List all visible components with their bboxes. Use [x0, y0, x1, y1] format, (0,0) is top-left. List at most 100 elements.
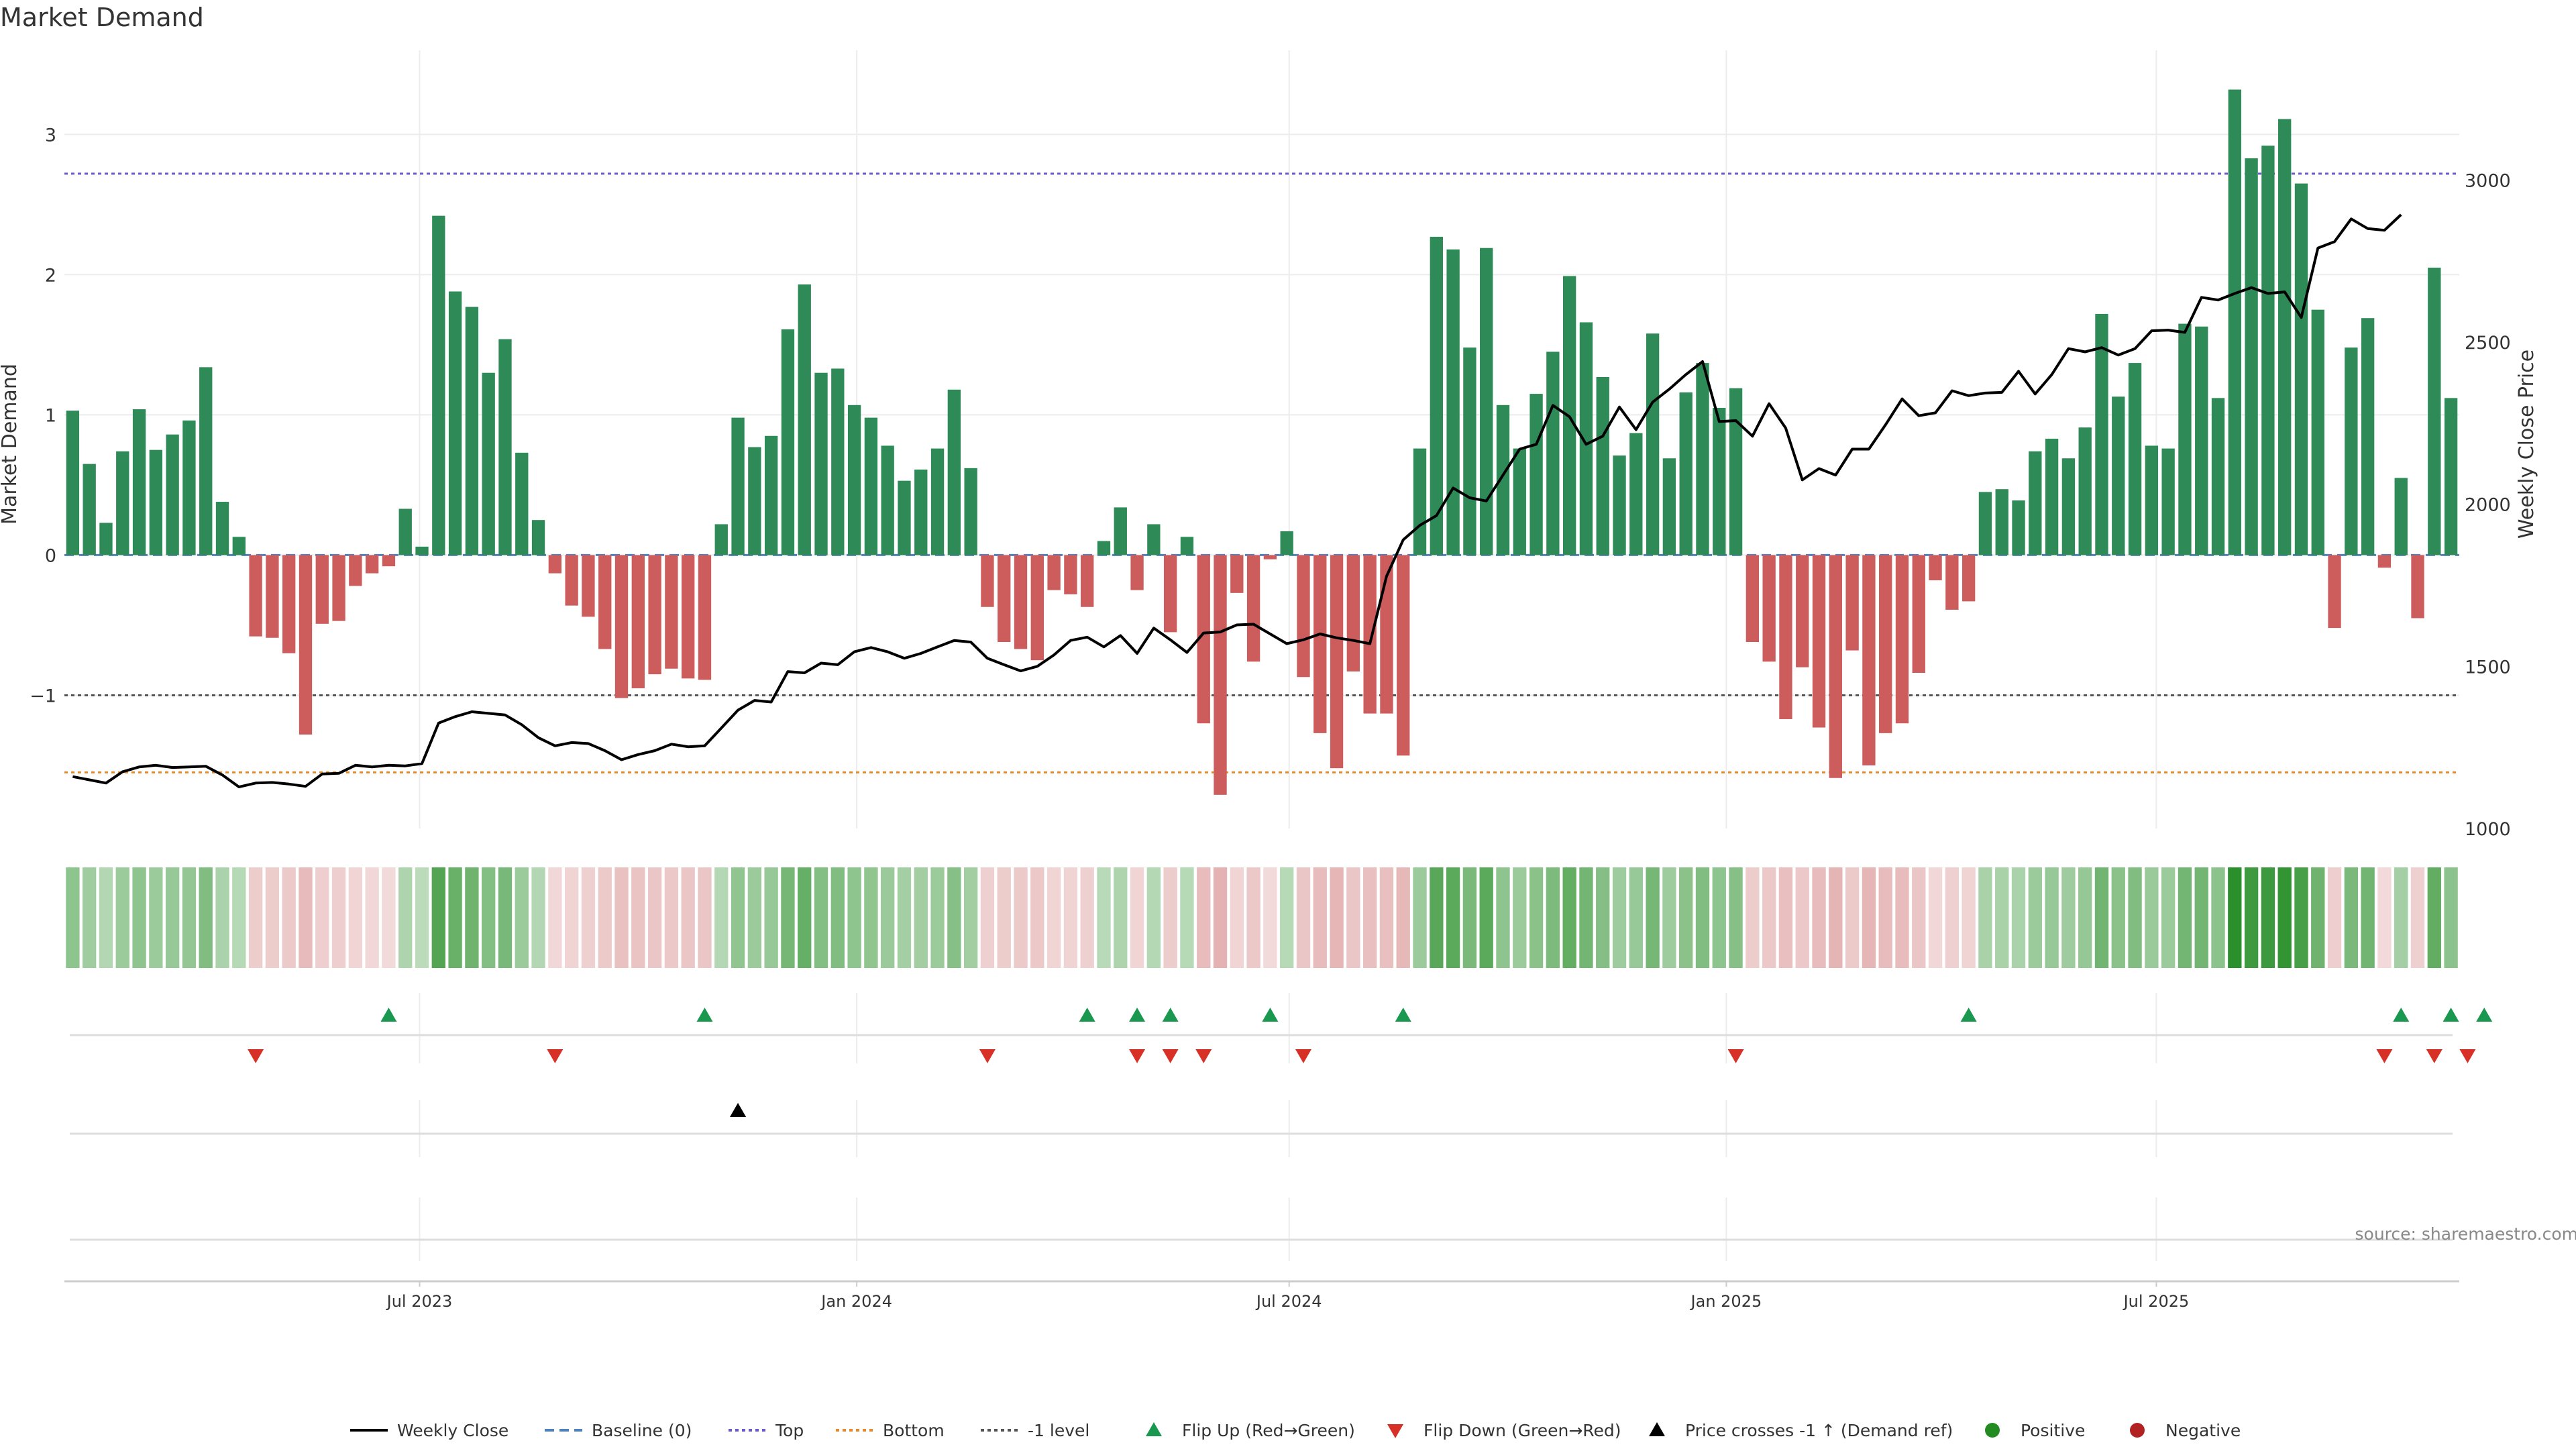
heat-cell	[2361, 867, 2375, 968]
demand-bar	[365, 555, 379, 574]
demand-bar	[1862, 555, 1876, 765]
demand-bar	[748, 447, 761, 555]
heat-cell	[1529, 867, 1544, 968]
heat-cell	[1413, 867, 1427, 968]
heat-cell	[165, 867, 180, 968]
heat-cell	[1862, 867, 1876, 968]
flip-up-marker	[2393, 1008, 2410, 1022]
demand-bar	[1346, 555, 1360, 672]
demand-bar	[864, 417, 878, 555]
demand-bar	[2245, 158, 2258, 555]
demand-bar	[582, 555, 595, 617]
flip-up-marker	[2476, 1008, 2493, 1022]
heat-cell	[1845, 867, 1860, 968]
flip-down-marker	[1162, 1049, 1179, 1063]
demand-bar	[781, 329, 795, 555]
demand-bar	[2029, 451, 2042, 555]
legend-label: Bottom	[883, 1421, 945, 1440]
heat-cell	[1895, 867, 1909, 968]
heat-cell	[232, 867, 246, 968]
heat-cell	[631, 867, 645, 968]
x-tick-label: Jan 2024	[820, 1292, 892, 1311]
legend-swatch	[1387, 1424, 1403, 1438]
heat-cell	[2377, 867, 2392, 968]
demand-bar	[947, 389, 961, 555]
flip-up-marker	[1129, 1008, 1146, 1022]
demand-bar	[1480, 248, 1493, 555]
demand-bar	[1646, 333, 1660, 555]
demand-bar	[648, 555, 661, 675]
heat-cell	[448, 867, 462, 968]
heat-cell	[1362, 867, 1377, 968]
demand-bar	[415, 546, 429, 555]
flip-down-marker	[547, 1049, 564, 1063]
event-panels	[70, 1008, 2493, 1241]
heat-cell	[914, 867, 928, 968]
demand-bar	[814, 372, 828, 555]
legend-item: Weekly Close	[350, 1421, 508, 1440]
demand-bar	[1297, 555, 1310, 678]
demand-bar	[199, 367, 213, 555]
demand-bar	[665, 555, 678, 669]
source-label: source: sharemaestro.com	[2355, 1224, 2576, 1244]
heat-cell	[2394, 867, 2408, 968]
heat-cell	[1762, 867, 1776, 968]
heat-cell	[1379, 867, 1394, 968]
heat-cell	[997, 867, 1011, 968]
flip-down-marker	[1129, 1049, 1146, 1063]
demand-bar	[1762, 555, 1776, 662]
heat-cell	[215, 867, 229, 968]
legend-item: Negative	[2130, 1421, 2241, 1440]
legend-swatch	[1985, 1423, 2000, 1438]
heat-cell	[2327, 867, 2342, 968]
demand-bar	[2394, 478, 2408, 555]
x-tick-label: Jul 2023	[386, 1292, 453, 1311]
market-demand-chart: −1 0 1 2 3 1000 1500 2000 2500 3000 Jul 2023 Jan 2…	[0, 50, 2576, 1311]
demand-bar	[1662, 458, 1676, 555]
legend-label: Top	[775, 1421, 804, 1440]
demand-bar	[2045, 438, 2059, 555]
heat-cell	[2277, 867, 2292, 968]
heat-cell	[1662, 867, 1676, 968]
demand-bar	[1363, 555, 1377, 714]
demand-bar	[1446, 249, 1460, 555]
heat-cell	[199, 867, 213, 968]
heat-cell	[1063, 867, 1078, 968]
heat-cell	[99, 867, 113, 968]
demand-bar	[1895, 555, 1909, 724]
demand-bar	[149, 449, 163, 555]
heat-cell	[1479, 867, 1493, 968]
heat-cell	[415, 867, 429, 968]
heat-cell	[2161, 867, 2176, 968]
demand-bar	[215, 502, 229, 555]
demand-bar	[1114, 507, 1127, 555]
flip-up-marker	[1960, 1008, 1977, 1022]
heat-cell	[714, 867, 729, 968]
demand-bar	[432, 215, 445, 555]
heat-cell	[1114, 867, 1128, 968]
legend-label: Baseline (0)	[592, 1421, 692, 1440]
demand-bar	[531, 520, 545, 555]
heat-cell	[1596, 867, 1610, 968]
demand-bar	[1330, 555, 1344, 769]
legend-label: -1 level	[1028, 1421, 1089, 1440]
heat-cell	[282, 867, 296, 968]
legend-item: Flip Down (Green→Red)	[1387, 1421, 1621, 1440]
demand-bar	[315, 555, 329, 624]
heat-cell	[1014, 867, 1028, 968]
demand-bar	[448, 291, 462, 555]
demand-bar	[2128, 363, 2142, 555]
heat-cell	[1462, 867, 1477, 968]
demand-bar	[1147, 524, 1161, 555]
demand-bar	[2411, 555, 2424, 619]
demand-bar	[1812, 555, 1826, 728]
x-tick-label: Jul 2024	[1255, 1292, 1322, 1311]
x-axis: Jul 2023 Jan 2024 Jul 2024 Jan 2025 Jul 2025	[64, 1280, 2459, 1311]
axes: −1 0 1 2 3 1000 1500 2000 2500 3000	[30, 125, 2511, 840]
legend-label: Flip Up (Red→Green)	[1182, 1421, 1355, 1440]
y-tick-label-right: 3000	[2465, 170, 2511, 191]
demand-bar	[1529, 394, 1543, 555]
heat-cell	[431, 867, 445, 968]
heat-cell	[2111, 867, 2125, 968]
demand-bar	[548, 555, 562, 574]
